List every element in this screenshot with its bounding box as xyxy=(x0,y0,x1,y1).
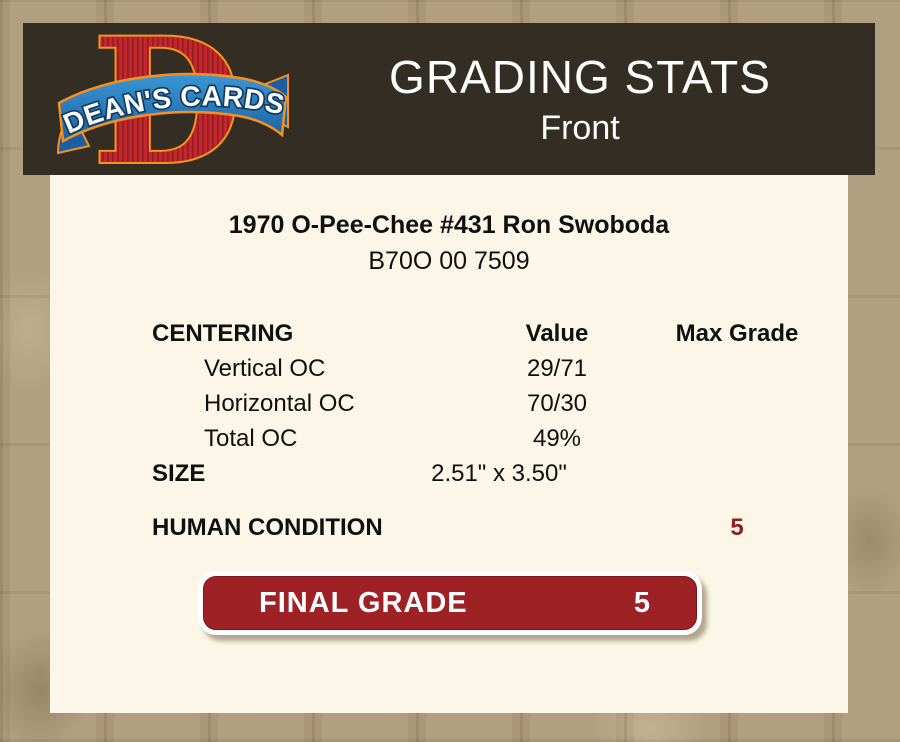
grading-table: CENTERING Value Max Grade Vertical OC 29… xyxy=(152,320,848,549)
row-value: 49% xyxy=(532,425,582,452)
deans-cards-logo[interactable]: D DEAN'S CARDS xyxy=(55,0,290,205)
page-title: GRADING STATS xyxy=(389,51,771,104)
table-header-row: CENTERING Value Max Grade xyxy=(152,320,848,355)
column-header-max-grade: Max Grade xyxy=(675,320,799,347)
card-serial-number: B70O 00 7509 xyxy=(368,247,530,275)
final-grade-button[interactable]: FINAL GRADE 5 xyxy=(198,571,702,635)
row-label: Horizontal OC xyxy=(204,390,355,417)
row-value: 29/71 xyxy=(526,355,588,382)
table-row-total-oc: Total OC 49% xyxy=(152,425,848,460)
final-grade-label: FINAL GRADE xyxy=(259,586,468,619)
row-label: Total OC xyxy=(204,425,298,452)
page-subtitle: Front xyxy=(540,109,620,148)
header-banner: D DEAN'S CARDS GRADING STATS Front xyxy=(23,0,875,205)
row-label: Vertical OC xyxy=(204,355,326,382)
column-header-value: Value xyxy=(525,320,589,347)
card-title: 1970 O-Pee-Chee #431 Ron Swoboda xyxy=(228,211,670,239)
logo-ribbon xyxy=(57,72,288,143)
final-grade-value: 5 xyxy=(633,586,651,619)
human-condition-grade: 5 xyxy=(730,514,744,541)
header-text-block: GRADING STATS Front xyxy=(313,23,847,175)
size-label: SIZE xyxy=(152,460,206,487)
column-header-centering: CENTERING xyxy=(152,320,294,347)
grading-stats-panel: 1970 O-Pee-Chee #431 Ron Swoboda B70O 00… xyxy=(50,175,848,713)
human-condition-label: HUMAN CONDITION xyxy=(152,514,383,541)
table-row-vertical-oc: Vertical OC 29/71 xyxy=(152,355,848,390)
deans-cards-logo-graphic: D DEAN'S CARDS xyxy=(57,0,289,205)
row-value: 70/30 xyxy=(526,390,588,417)
table-row-human-condition: HUMAN CONDITION 5 xyxy=(152,514,848,549)
table-row-size: SIZE 2.51" x 3.50" xyxy=(152,460,848,495)
table-row-horizontal-oc: Horizontal OC 70/30 xyxy=(152,390,848,425)
size-value: 2.51" x 3.50" xyxy=(431,460,567,487)
